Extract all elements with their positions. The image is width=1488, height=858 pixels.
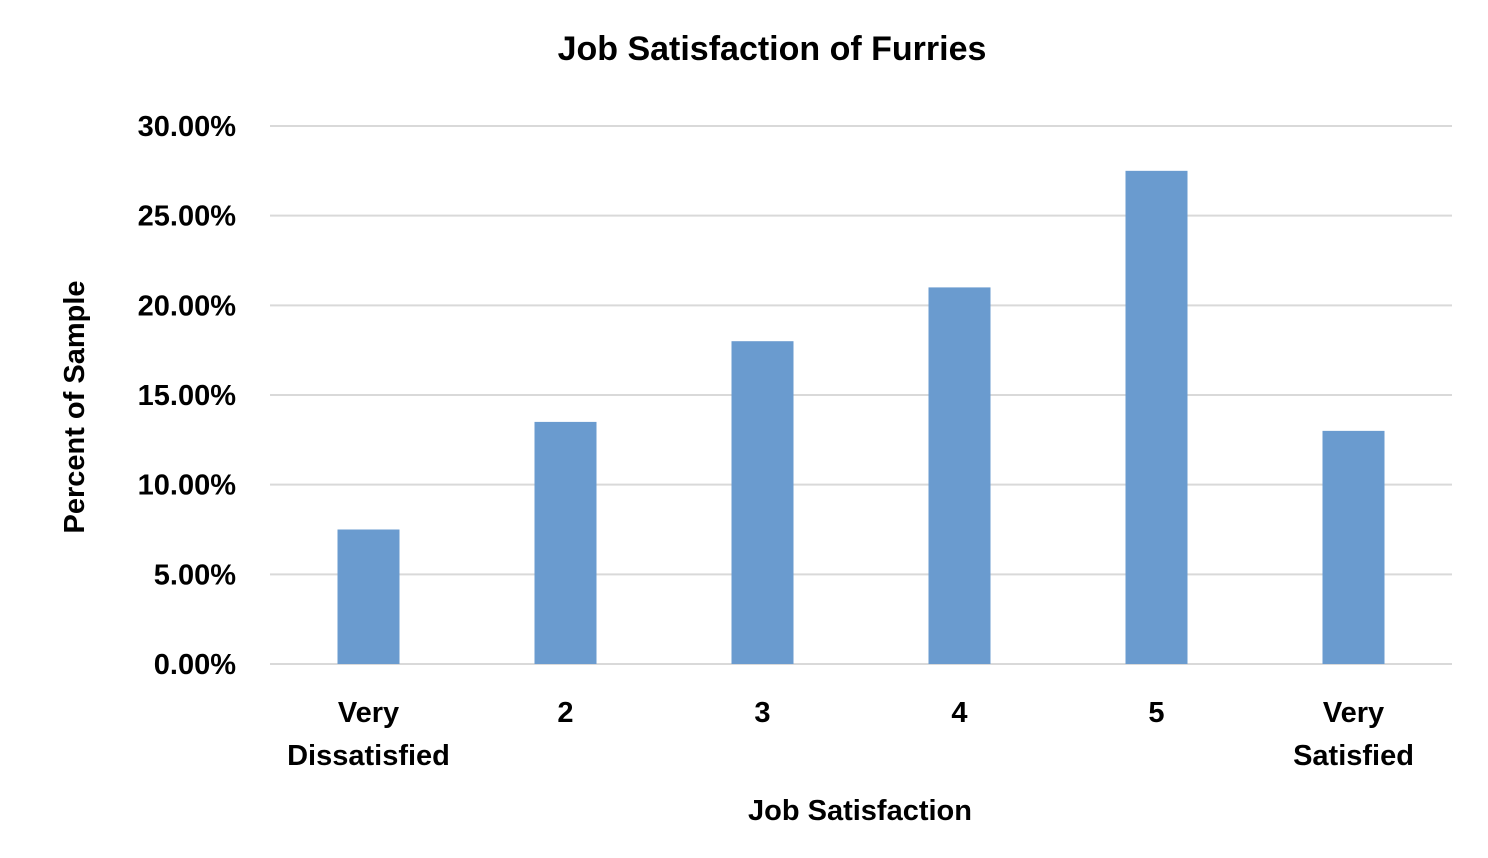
x-tick-label-line: Very — [1323, 697, 1384, 729]
bar — [1125, 170, 1188, 665]
x-tick-label: 2 — [557, 697, 573, 729]
x-tick-label-line: 2 — [557, 697, 573, 729]
x-tick-label: Very Satisfied — [1293, 697, 1414, 772]
x-tick-label: Very Dissatisfied — [287, 697, 450, 772]
x-tick-label: 4 — [951, 697, 967, 729]
y-tick-label: 15.00% — [138, 380, 237, 412]
x-tick-label-line: 3 — [754, 697, 770, 729]
y-tick-label: 30.00% — [138, 111, 237, 143]
x-tick-label-line: Satisfied — [1293, 740, 1414, 772]
y-tick-label: 5.00% — [154, 559, 236, 591]
x-tick-label-line: Very — [338, 697, 399, 729]
bar — [1322, 430, 1385, 664]
x-tick-label-line: 5 — [1148, 697, 1164, 729]
y-axis-tick-labels: 0.00% 5.00% 10.00% 15.00% 20.00% 25.00% 30.00% — [138, 111, 237, 681]
chart-title: Job Satisfaction of Furries — [558, 30, 987, 68]
y-axis-title: Percent of Sample — [59, 280, 91, 533]
x-tick-label: 3 — [754, 697, 770, 729]
x-tick-label: 5 — [1148, 697, 1164, 729]
x-tick-label-line: 4 — [951, 697, 967, 729]
y-tick-label: 10.00% — [138, 470, 237, 502]
y-tick-label: 25.00% — [138, 201, 237, 233]
x-axis-title: Job Satisfaction — [748, 795, 972, 827]
y-tick-label: 20.00% — [138, 290, 237, 322]
x-tick-label-line: Dissatisfied — [287, 740, 450, 772]
x-axis-tick-labels: Very Dissatisfied 2 3 4 5 Very Satisfied — [287, 697, 1414, 772]
gridlines — [270, 125, 1452, 665]
bar — [534, 421, 597, 664]
y-tick-label: 0.00% — [154, 649, 236, 681]
bar — [928, 287, 991, 664]
bar — [731, 341, 794, 664]
bars — [337, 170, 1385, 665]
bar — [337, 529, 400, 664]
